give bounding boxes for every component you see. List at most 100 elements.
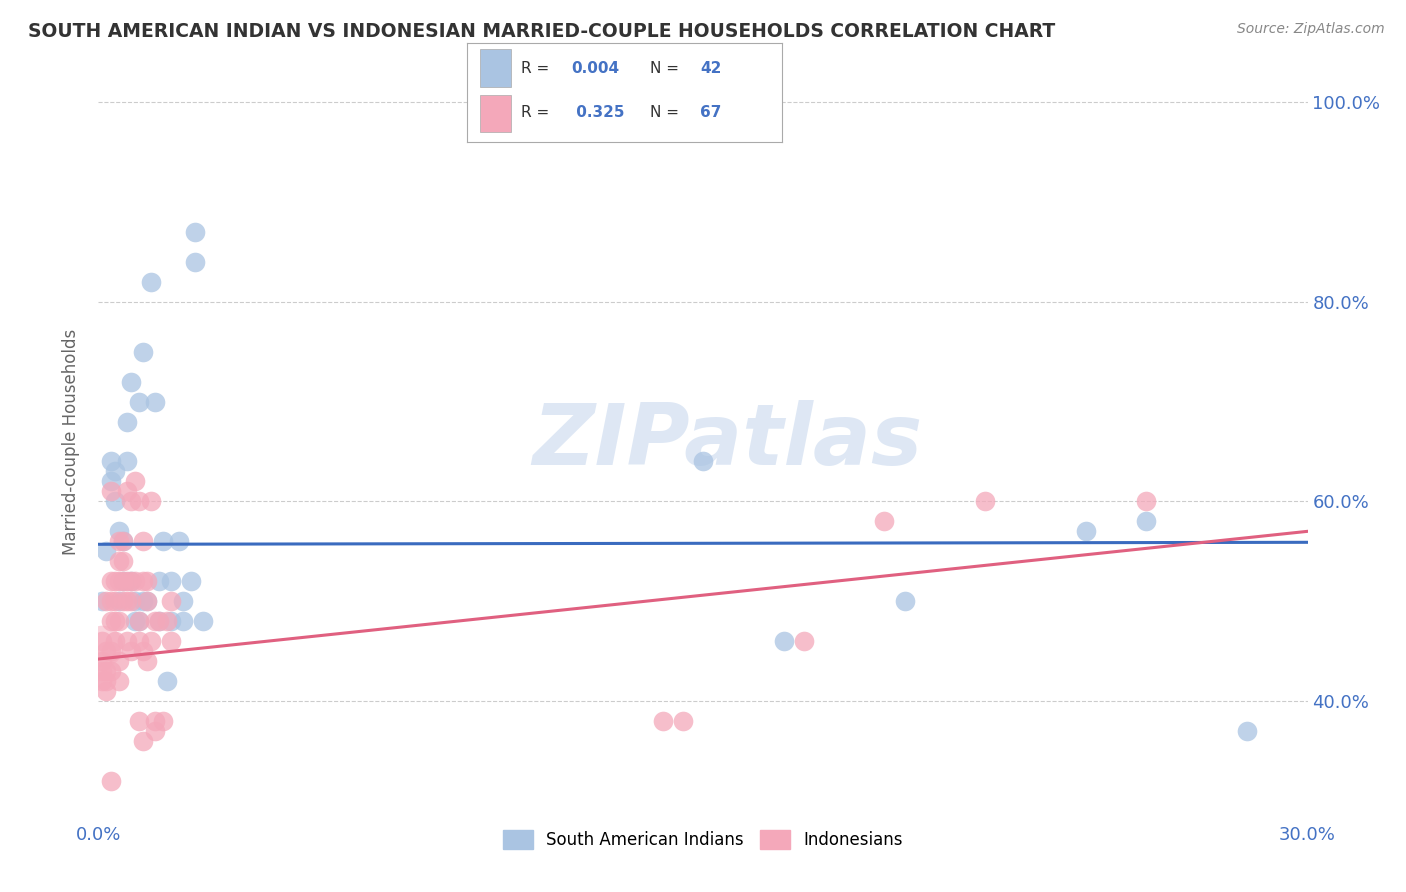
Point: [107, 524, 129, 539]
Point: [124, 594, 146, 608]
Point: [96, 684, 118, 698]
Point: [96, 644, 118, 658]
Point: [103, 465, 125, 479]
Text: SOUTH AMERICAN INDIAN VS INDONESIAN MARRIED-COUPLE HOUSEHOLDS CORRELATION CHART: SOUTH AMERICAN INDIAN VS INDONESIAN MARR…: [28, 22, 1056, 41]
Point: [132, 534, 155, 549]
Point: [128, 494, 150, 508]
Point: [107, 554, 129, 568]
Point: [132, 734, 155, 748]
Point: [100, 644, 122, 658]
Point: [128, 614, 150, 628]
Point: [132, 574, 155, 589]
Point: [107, 614, 129, 628]
Point: [692, 454, 714, 468]
Point: [148, 614, 170, 628]
Point: [128, 714, 150, 728]
Point: [793, 634, 815, 648]
Point: [96, 544, 118, 558]
Point: [96, 673, 118, 688]
Point: [160, 634, 183, 648]
Point: [91, 673, 114, 688]
Point: [135, 574, 157, 589]
Point: [115, 415, 138, 429]
Point: [1135, 514, 1157, 528]
Point: [148, 574, 170, 589]
Point: [111, 534, 134, 549]
Point: [156, 673, 179, 688]
Point: [156, 614, 179, 628]
Point: [100, 574, 122, 589]
Point: [115, 574, 138, 589]
Point: [184, 225, 207, 239]
Y-axis label: Married-couple Households: Married-couple Households: [62, 328, 80, 555]
Point: [184, 255, 207, 269]
Point: [103, 634, 125, 648]
Point: [100, 773, 122, 788]
Point: [100, 484, 122, 499]
Point: [103, 594, 125, 608]
Point: [124, 614, 146, 628]
Point: [91, 639, 114, 653]
Point: [672, 714, 695, 728]
Point: [172, 614, 194, 628]
Point: [120, 644, 142, 658]
Point: [115, 454, 138, 468]
Point: [193, 614, 215, 628]
Point: [160, 574, 183, 589]
Point: [124, 574, 146, 589]
Point: [160, 594, 183, 608]
Point: [180, 574, 202, 589]
Point: [160, 614, 183, 628]
Point: [111, 554, 134, 568]
Point: [107, 574, 129, 589]
Point: [103, 574, 125, 589]
Point: [111, 594, 134, 608]
Text: ZIPatlas: ZIPatlas: [531, 400, 922, 483]
Point: [128, 634, 150, 648]
Point: [107, 594, 129, 608]
Point: [143, 614, 166, 628]
Point: [91, 654, 114, 668]
Point: [107, 654, 129, 668]
Point: [107, 534, 129, 549]
Point: [120, 574, 142, 589]
Point: [148, 614, 170, 628]
Point: [120, 594, 142, 608]
Point: [111, 534, 134, 549]
Text: Source: ZipAtlas.com: Source: ZipAtlas.com: [1237, 22, 1385, 37]
Point: [135, 654, 157, 668]
Point: [128, 394, 150, 409]
Point: [128, 614, 150, 628]
Point: [172, 594, 194, 608]
Point: [103, 614, 125, 628]
Point: [152, 714, 174, 728]
Point: [115, 484, 138, 499]
Point: [124, 475, 146, 489]
Point: [974, 494, 997, 508]
Legend: South American Indians, Indonesians: South American Indians, Indonesians: [495, 822, 911, 858]
Point: [651, 714, 673, 728]
Point: [120, 375, 142, 389]
Point: [100, 475, 122, 489]
Point: [115, 634, 138, 648]
Point: [135, 594, 157, 608]
Point: [111, 574, 134, 589]
Point: [139, 494, 162, 508]
Point: [100, 594, 122, 608]
Point: [91, 664, 114, 678]
Point: [132, 644, 155, 658]
Point: [139, 634, 162, 648]
Point: [1135, 494, 1157, 508]
Point: [111, 574, 134, 589]
Point: [167, 534, 190, 549]
Point: [96, 664, 118, 678]
Point: [132, 344, 155, 359]
Point: [120, 574, 142, 589]
Point: [96, 594, 118, 608]
Point: [107, 673, 129, 688]
Point: [873, 514, 896, 528]
Point: [115, 594, 138, 608]
Point: [772, 634, 794, 648]
Point: [893, 594, 915, 608]
Point: [135, 594, 157, 608]
